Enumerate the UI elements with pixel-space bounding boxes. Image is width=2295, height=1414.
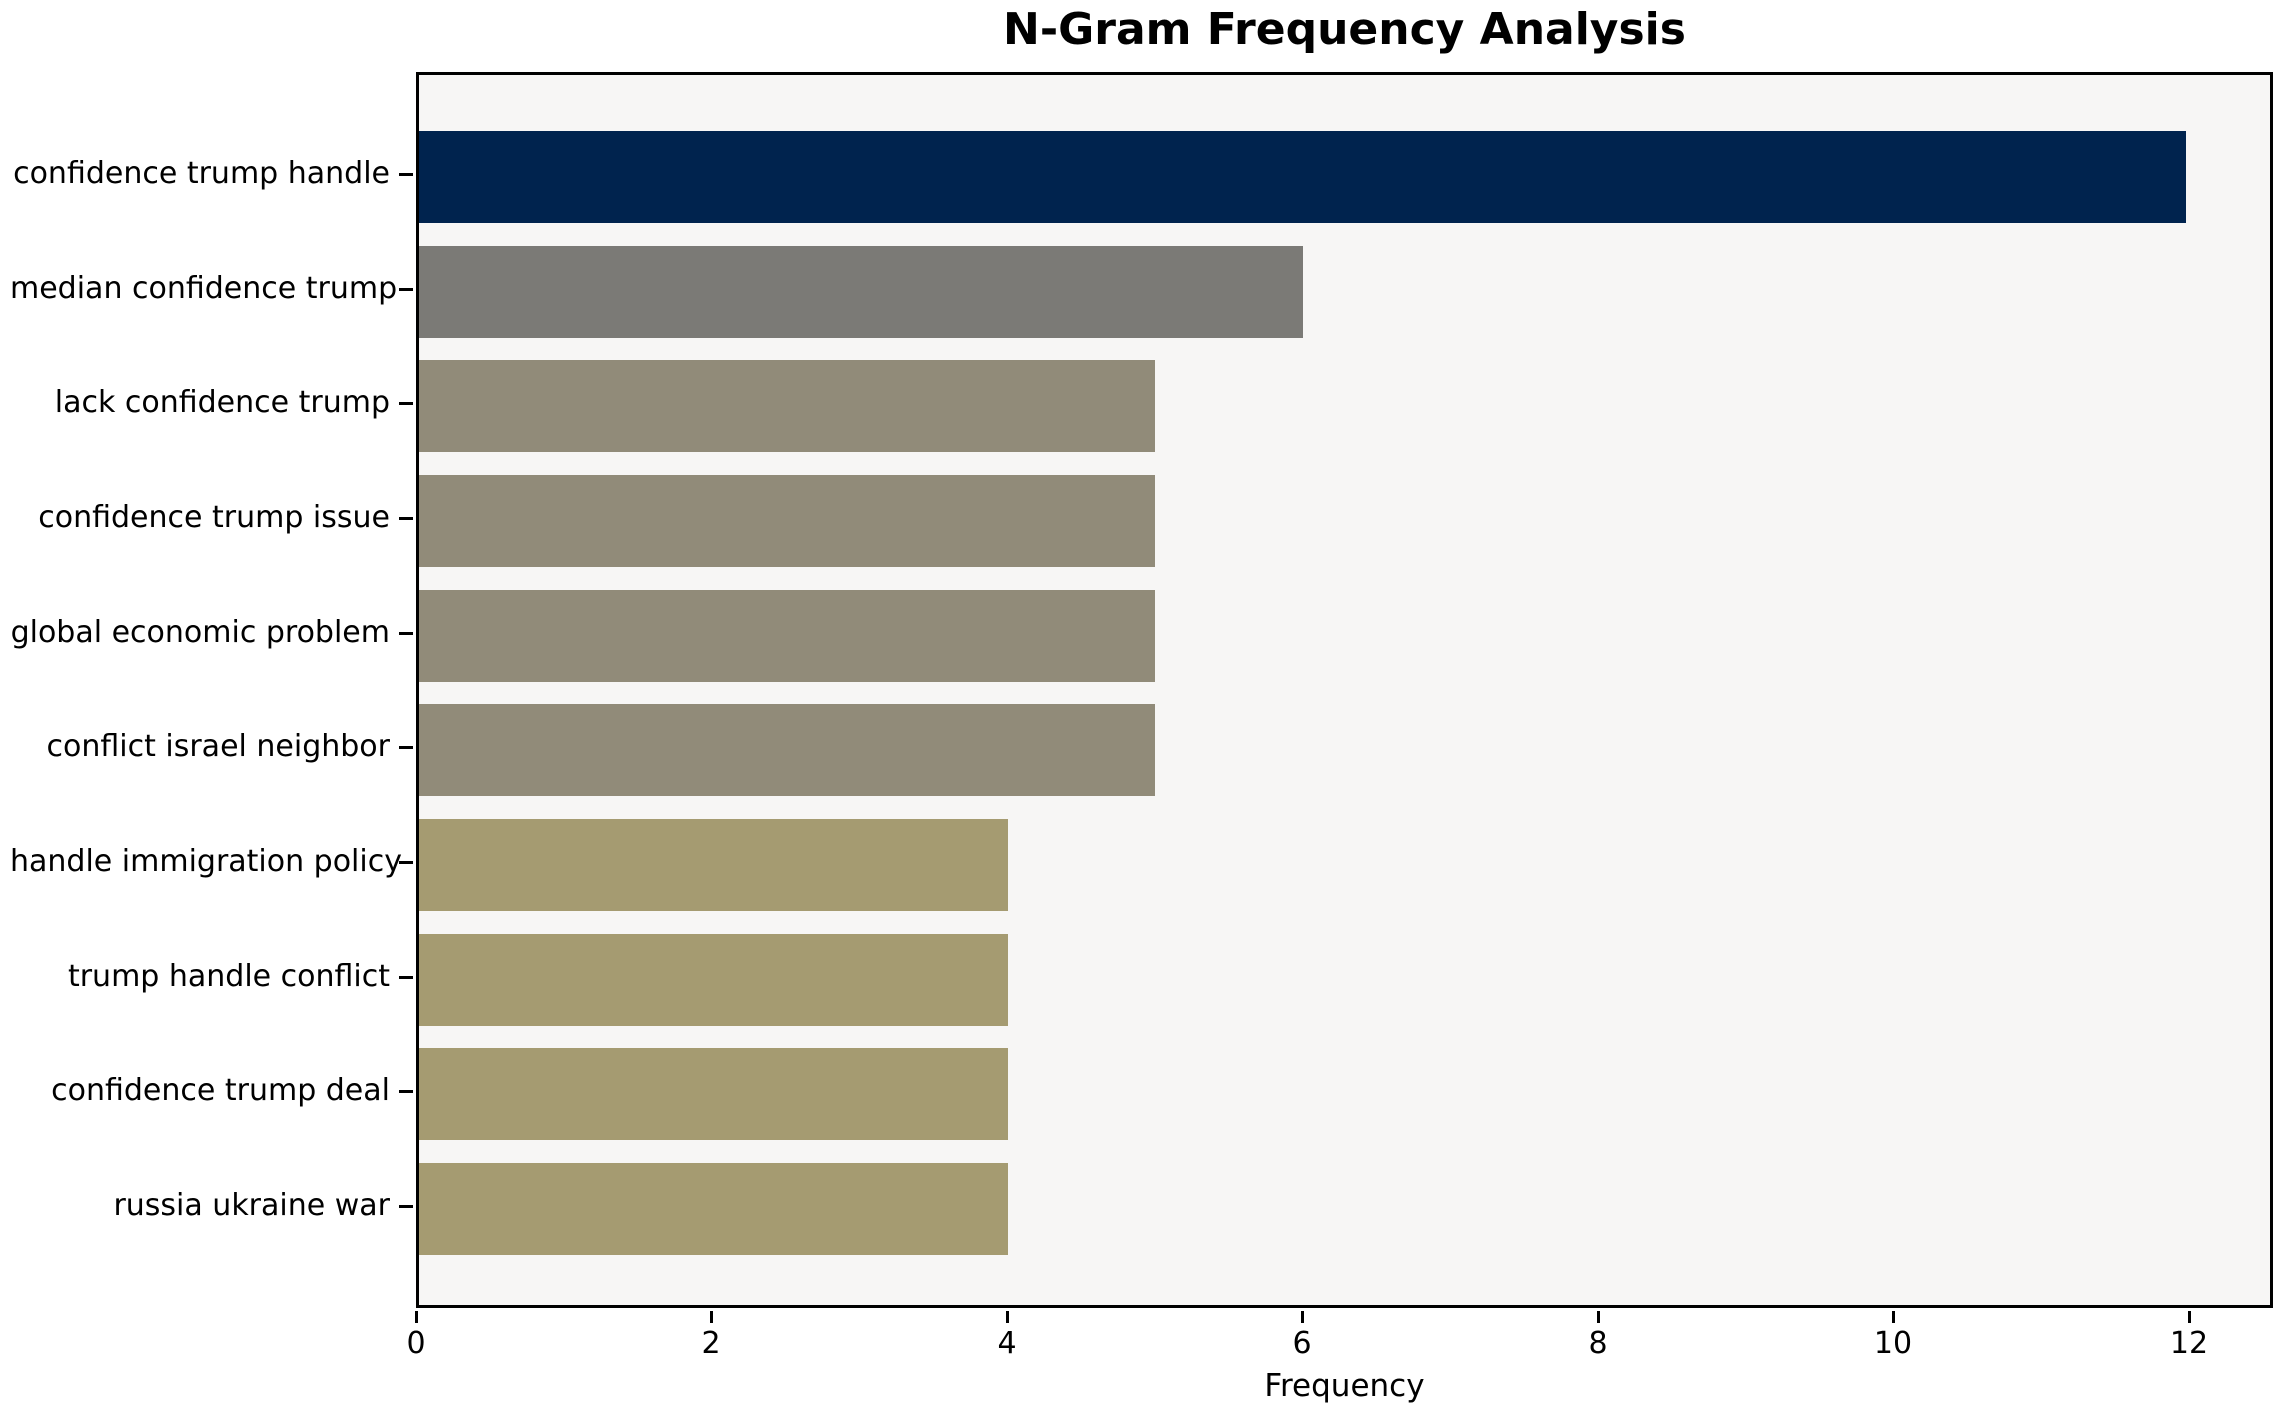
bar-conflict-israel-neighbor: [419, 704, 1156, 796]
x-tick-mark: [415, 1311, 418, 1323]
x-tick-mark: [1301, 1311, 1304, 1323]
y-tick-label: confidence trump handle: [13, 156, 390, 191]
x-tick-label: 0: [406, 1326, 426, 1361]
y-tick-label: handle immigration policy: [10, 844, 402, 879]
bar-global-economic-problem: [419, 590, 1156, 682]
x-axis-title: Frequency: [1264, 1368, 1425, 1404]
bar-russia-ukraine-war: [419, 1163, 1009, 1255]
x-tick-mark: [1892, 1311, 1895, 1323]
y-tick-mark: [399, 746, 413, 749]
y-tick-label: median confidence trump: [10, 271, 398, 306]
plot-area: [416, 72, 2273, 1308]
y-tick-mark: [399, 976, 413, 979]
y-tick-label: confidence trump issue: [38, 500, 390, 535]
y-tick-mark: [399, 1205, 413, 1208]
x-tick-mark: [710, 1311, 713, 1323]
x-tick-mark: [1006, 1311, 1009, 1323]
bar-median-confidence-trump: [419, 246, 1303, 338]
x-tick-label: 6: [1292, 1326, 1312, 1361]
y-tick-mark: [399, 517, 413, 520]
y-tick-mark: [399, 1090, 413, 1093]
x-tick-label: 2: [701, 1326, 721, 1361]
y-tick-label: trump handle conflict: [67, 959, 390, 994]
y-tick-mark: [399, 173, 413, 176]
x-tick-label: 4: [997, 1326, 1017, 1361]
x-tick-mark: [1597, 1311, 1600, 1323]
bar-confidence-trump-issue: [419, 475, 1156, 567]
y-tick-mark: [399, 288, 413, 291]
y-tick-label: lack confidence trump: [54, 385, 390, 420]
y-tick-label: confidence trump deal: [51, 1073, 390, 1108]
y-tick-mark: [399, 632, 413, 635]
bar-confidence-trump-deal: [419, 1048, 1009, 1140]
x-tick-mark: [2188, 1311, 2191, 1323]
y-tick-label: russia ukraine war: [113, 1188, 390, 1223]
bar-lack-confidence-trump: [419, 360, 1156, 452]
x-tick-label: 12: [2169, 1326, 2209, 1361]
chart-title: N-Gram Frequency Analysis: [1003, 4, 1686, 55]
bar-trump-handle-conflict: [419, 934, 1009, 1026]
bar-confidence-trump-handle: [419, 131, 2187, 223]
y-tick-mark: [399, 861, 413, 864]
bar-handle-immigration-policy: [419, 819, 1009, 911]
y-tick-label: global economic problem: [10, 615, 390, 650]
y-tick-label: conflict israel neighbor: [46, 729, 391, 764]
x-tick-label: 8: [1588, 1326, 1608, 1361]
x-tick-label: 10: [1873, 1326, 1913, 1361]
y-tick-mark: [399, 402, 413, 405]
